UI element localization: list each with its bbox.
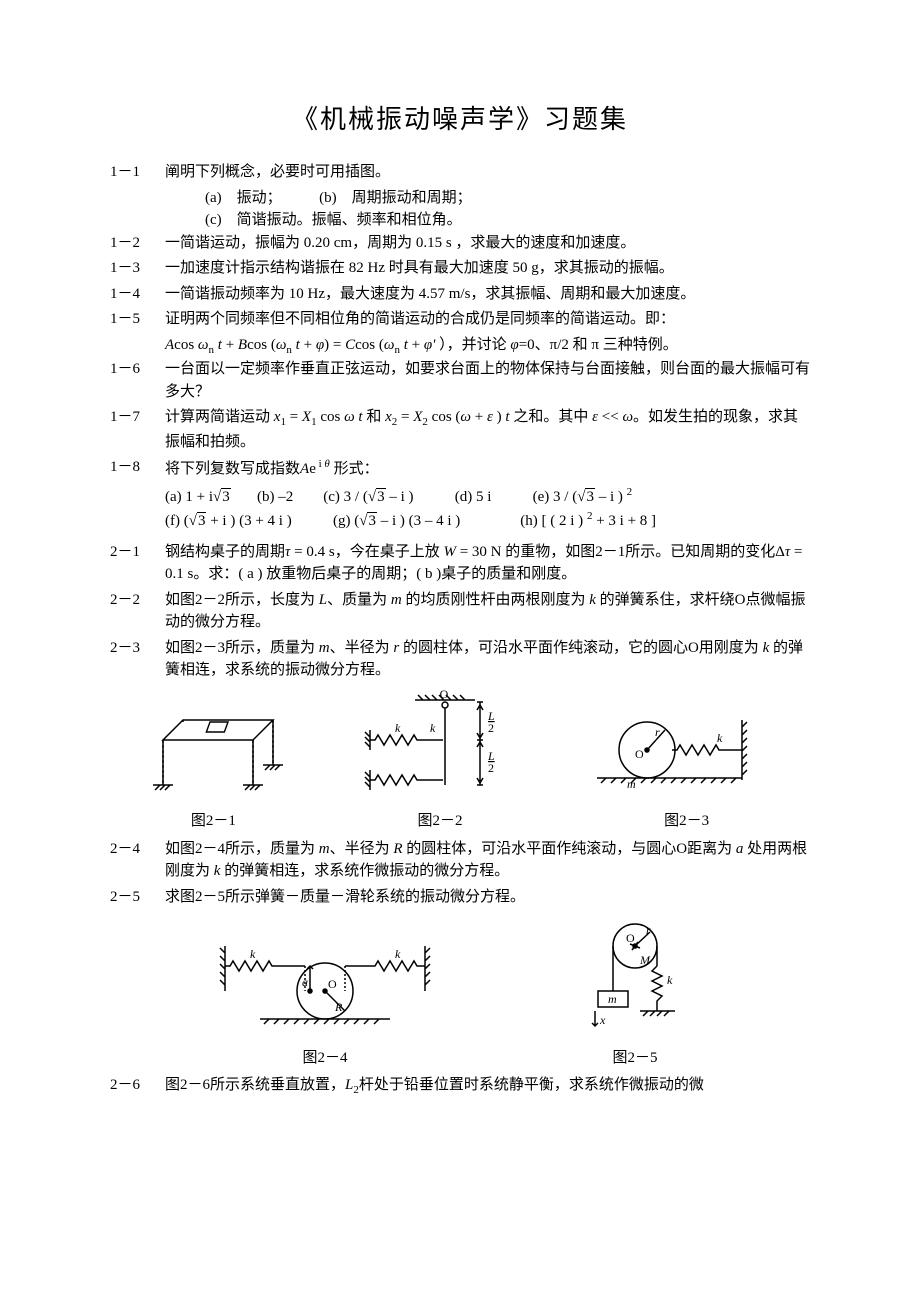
svg-text:2: 2 bbox=[488, 761, 494, 775]
figure-2-2-diagram: O k k L 2 L 2 bbox=[340, 690, 540, 800]
problem-number: 1－7 bbox=[110, 406, 165, 453]
svg-text:k: k bbox=[395, 947, 401, 961]
problem-1-2: 1－2 一简谐运动，振幅为 0.20 cm，周期为 0.15 s ，求最大的速度… bbox=[110, 232, 810, 255]
svg-text:O: O bbox=[635, 747, 644, 761]
figure-caption: 图2－1 bbox=[133, 810, 293, 833]
problem-1-4: 1－4 一简谐振动频率为 10 Hz，最大速度为 4.57 m/s，求其振幅、周… bbox=[110, 283, 810, 306]
svg-text:M: M bbox=[639, 953, 651, 967]
problem-2-4: 2－4 如图2－4所示，质量为 m、半径为 R 的圆柱体，可沿水平面作纯滚动，与… bbox=[110, 838, 810, 883]
problem-1-7: 1－7 计算两简谐运动 x1 = X1 cos ω t 和 x2 = X2 co… bbox=[110, 406, 810, 453]
problem-number: 2－1 bbox=[110, 541, 165, 586]
problem-text: 求图2－5所示弹簧－质量－滑轮系统的振动微分方程。 bbox=[165, 886, 810, 909]
figure-caption: 图2－2 bbox=[340, 810, 540, 833]
formula-1-5: Acos ωn t + Bcos (ωn t + φ) = Ccos (ωn t… bbox=[110, 334, 810, 359]
figure-row-2: k k a O R 图2－4 O r M m bbox=[110, 916, 810, 1069]
figure-2-5-diagram: O r M m k x bbox=[560, 916, 710, 1036]
problem-number: 1－6 bbox=[110, 358, 165, 403]
svg-text:k: k bbox=[667, 973, 673, 987]
figure-2-1-diagram bbox=[133, 700, 293, 800]
problem-text: 一加速度计指示结构谐振在 82 Hz 时具有最大加速度 50 g，求其振动的振幅… bbox=[165, 257, 810, 280]
problem-1-5: 1－5 证明两个同频率但不同相位角的简谐运动的合成仍是同频率的简谐运动。即： bbox=[110, 308, 810, 331]
problem-number: 2－4 bbox=[110, 838, 165, 883]
problem-number: 1－2 bbox=[110, 232, 165, 255]
problem-text: 计算两简谐运动 x1 = X1 cos ω t 和 x2 = X2 cos (ω… bbox=[165, 406, 810, 453]
problem-number: 1－1 bbox=[110, 161, 165, 184]
sub-c: (c) 简谐振动。振幅、频率和相位角。 bbox=[110, 209, 810, 232]
svg-text:k: k bbox=[250, 947, 256, 961]
svg-text:k: k bbox=[395, 721, 401, 735]
problem-2-2: 2－2 如图2－2所示，长度为 L、质量为 m 的均质刚性杆由两根刚度为 k 的… bbox=[110, 589, 810, 634]
svg-text:r: r bbox=[646, 923, 651, 937]
svg-text:R: R bbox=[334, 1000, 343, 1014]
svg-text:m: m bbox=[627, 777, 636, 791]
figure-row-1: 图2－1 O k k L 2 L 2 bbox=[110, 690, 810, 833]
figure-caption: 图2－5 bbox=[560, 1047, 710, 1070]
problem-text: 证明两个同频率但不同相位角的简谐运动的合成仍是同频率的简谐运动。即： bbox=[165, 308, 810, 331]
svg-text:k: k bbox=[717, 731, 723, 745]
svg-text:m: m bbox=[608, 992, 617, 1006]
problem-2-6: 2－6 图2－6所示系统垂直放置，L2杆处于铅垂位置时系统静平衡，求系统作微振动… bbox=[110, 1074, 810, 1099]
problem-text: 如图2－2所示，长度为 L、质量为 m 的均质刚性杆由两根刚度为 k 的弹簧系住… bbox=[165, 589, 810, 634]
problem-1-1: 1－1 阐明下列概念，必要时可用插图。 bbox=[110, 161, 810, 184]
problem-1-8: 1－8 将下列复数写成指数Ae i θ 形式： bbox=[110, 456, 810, 481]
svg-text:a: a bbox=[302, 975, 308, 989]
svg-text:O: O bbox=[440, 690, 449, 701]
figure-2-3-diagram: r O m k bbox=[587, 700, 787, 800]
problem-text: 一简谐振动频率为 10 Hz，最大速度为 4.57 m/s，求其振幅、周期和最大… bbox=[165, 283, 810, 306]
problem-text: 图2－6所示系统垂直放置，L2杆处于铅垂位置时系统静平衡，求系统作微振动的微 bbox=[165, 1074, 810, 1099]
problem-number: 2－3 bbox=[110, 637, 165, 682]
problem-1-3: 1－3 一加速度计指示结构谐振在 82 Hz 时具有最大加速度 50 g，求其振… bbox=[110, 257, 810, 280]
svg-text:2: 2 bbox=[488, 721, 494, 735]
problem-number: 1－5 bbox=[110, 308, 165, 331]
problem-text: 阐明下列概念，必要时可用插图。 bbox=[165, 161, 810, 184]
problem-text: 一简谐运动，振幅为 0.20 cm，周期为 0.15 s ，求最大的速度和加速度… bbox=[165, 232, 810, 255]
svg-text:k: k bbox=[430, 721, 436, 735]
problem-number: 2－6 bbox=[110, 1074, 165, 1099]
problem-text: 将下列复数写成指数Ae i θ 形式： bbox=[165, 456, 810, 481]
problem-text: 一台面以一定频率作垂直正弦运动，如要求台面上的物体保持与台面接触，则台面的最大振… bbox=[165, 358, 810, 403]
problem-2-1: 2－1 钢结构桌子的周期τ = 0.4 s，今在桌子上放 W = 30 N 的重… bbox=[110, 541, 810, 586]
problem-number: 1－3 bbox=[110, 257, 165, 280]
problem-text: 如图2－4所示，质量为 m、半径为 R 的圆柱体，可沿水平面作纯滚动，与圆心O距… bbox=[165, 838, 810, 883]
problem-1-6: 1－6 一台面以一定频率作垂直正弦运动，如要求台面上的物体保持与台面接触，则台面… bbox=[110, 358, 810, 403]
problem-number: 1－8 bbox=[110, 456, 165, 481]
svg-text:x: x bbox=[599, 1013, 606, 1027]
problem-number: 2－5 bbox=[110, 886, 165, 909]
problem-text: 如图2－3所示，质量为 m、半径为 r 的圆柱体，可沿水平面作纯滚动，它的圆心O… bbox=[165, 637, 810, 682]
svg-text:r: r bbox=[655, 725, 660, 739]
problem-number: 2－2 bbox=[110, 589, 165, 634]
svg-text:O: O bbox=[626, 931, 635, 945]
sub-a-b: (a) 振动； (b) 周期振动和周期； bbox=[110, 187, 810, 210]
document-title: 《机械振动噪声学》习题集 bbox=[110, 100, 810, 139]
figure-caption: 图2－4 bbox=[210, 1047, 440, 1070]
complex-row-2: (f) (3 + i ) (3 + 4 i ) (g) (3 – i ) (3 … bbox=[110, 508, 810, 533]
figure-caption: 图2－3 bbox=[587, 810, 787, 833]
problem-2-3: 2－3 如图2－3所示，质量为 m、半径为 r 的圆柱体，可沿水平面作纯滚动，它… bbox=[110, 637, 810, 682]
problem-number: 1－4 bbox=[110, 283, 165, 306]
svg-text:O: O bbox=[328, 977, 337, 991]
figure-2-4-diagram: k k a O R bbox=[210, 936, 440, 1036]
complex-row-1: (a) 1 + i3 (b) –2 (c) 3 / (3 – i ) (d) 5… bbox=[110, 484, 810, 509]
problem-2-5: 2－5 求图2－5所示弹簧－质量－滑轮系统的振动微分方程。 bbox=[110, 886, 810, 909]
problem-text: 钢结构桌子的周期τ = 0.4 s，今在桌子上放 W = 30 N 的重物，如图… bbox=[165, 541, 810, 586]
